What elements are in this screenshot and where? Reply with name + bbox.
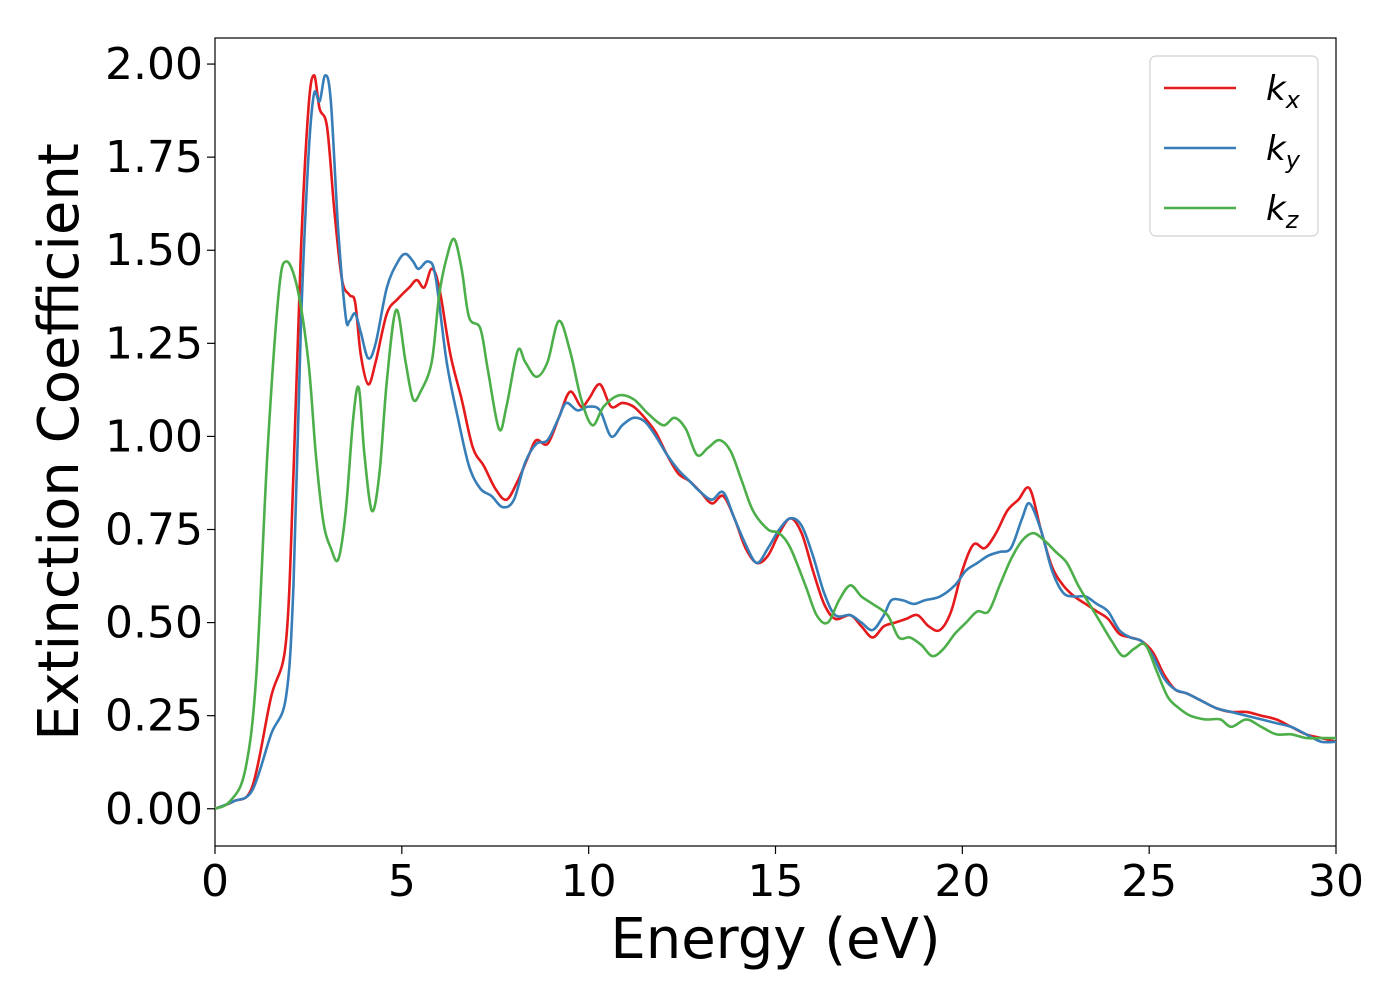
y-tick-label: 0.50 — [105, 598, 203, 649]
legend-label: kx — [1266, 69, 1301, 114]
x-tick-label: 0 — [201, 856, 229, 907]
y-tick-label: 1.50 — [105, 225, 203, 276]
y-axis-title: Extinction Coefficient — [27, 143, 92, 741]
x-axis: 0 5 10 15 20 25 30 — [201, 846, 1364, 907]
series-line-kx — [214, 73, 1337, 810]
legend-box — [1149, 55, 1319, 237]
x-tick-label: 30 — [1308, 856, 1364, 907]
legend-item-kx: kx — [1164, 69, 1301, 114]
y-axis: 0.00 0.25 0.50 0.75 1.00 1.25 1.50 1.75 2.00 — [105, 39, 215, 835]
x-tick-label: 20 — [934, 856, 990, 907]
y-tick-label: 0.25 — [105, 691, 203, 742]
y-tick-label: 1.25 — [105, 318, 203, 369]
legend-item-kz: kz — [1164, 189, 1300, 234]
series-line-ky — [214, 73, 1337, 810]
y-tick-label: 1.75 — [105, 132, 203, 183]
y-tick-label: 0.00 — [105, 784, 203, 835]
series-line-kz — [214, 237, 1336, 810]
x-axis-title: Energy (eV) — [610, 907, 940, 972]
y-tick-label: 1.00 — [105, 411, 203, 462]
y-tick-label: 0.75 — [105, 505, 203, 556]
x-tick-label: 5 — [388, 856, 416, 907]
legend-label: ky — [1266, 129, 1301, 174]
legend-label: kz — [1266, 189, 1300, 234]
legend: kx ky kz — [1149, 55, 1319, 237]
x-tick-label: 25 — [1121, 856, 1177, 907]
legend-item-ky: ky — [1164, 129, 1301, 174]
y-tick-label: 2.00 — [105, 39, 203, 90]
series-layer — [214, 73, 1337, 810]
x-tick-label: 10 — [561, 856, 617, 907]
x-tick-label: 15 — [748, 856, 804, 907]
